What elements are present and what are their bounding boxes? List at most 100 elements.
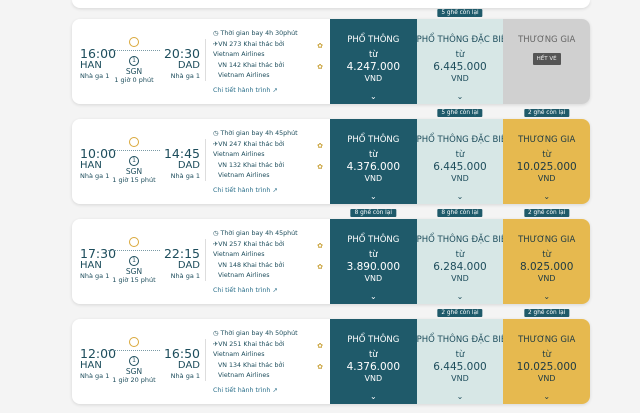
stopwatch-icon — [129, 237, 139, 247]
layover-duration: 1 giờ 20 phút — [112, 376, 156, 384]
segment: VN 132 Khai thác bởi Vietnam Airlines — [218, 162, 285, 179]
fare-price: 4.376.000 — [346, 361, 401, 373]
currency: VND — [537, 174, 556, 183]
from-label: từ — [455, 250, 465, 260]
route-line — [108, 350, 160, 351]
departure-airport: HAN — [80, 160, 102, 171]
fare-class-name: THƯƠNG GIA — [518, 135, 576, 145]
fare-cell-business[interactable]: 2 ghế còn lại THƯƠNG GIA từ 10.025.000 V… — [503, 309, 590, 404]
external-link-icon: ↗ — [272, 187, 278, 194]
fare-cell-economy[interactable]: PHỔ THÔNG từ 4.376.000 VND ⌄ — [329, 119, 417, 204]
external-link-icon: ↗ — [272, 87, 278, 94]
fare-price: 6.445.000 — [433, 161, 487, 173]
chevron-down-icon[interactable]: ⌄ — [456, 192, 464, 201]
fare-cell-economy[interactable]: PHỔ THÔNG từ 4.247.000 VND ⌄ — [329, 19, 417, 104]
departure-airport: HAN — [80, 360, 102, 371]
total-duration: Thời gian bay 4h 30phút — [220, 30, 298, 37]
arrival-airport: DAD — [177, 360, 200, 371]
fare-class-name: PHỔ THÔNG — [347, 135, 400, 145]
plane-icon: ✈ — [213, 241, 219, 248]
flight-card: 10:00 14:45 HAN DAD Nhà ga 1 Nhà ga 1 1 … — [72, 109, 590, 204]
stops-count: 1 — [129, 156, 139, 166]
chevron-down-icon[interactable]: ⌄ — [369, 92, 377, 101]
fare-price: 8.025.000 — [519, 261, 574, 273]
seats-left-badge: 5 ghế còn lại — [437, 109, 483, 117]
chevron-down-icon[interactable]: ⌄ — [543, 192, 551, 201]
arrival-airport: DAD — [177, 60, 200, 71]
fare-cell-economy[interactable]: 8 ghế còn lại PHỔ THÔNG từ 3.890.000 VND… — [329, 209, 417, 304]
stopover-airport: SGN — [125, 167, 143, 176]
stopover-airport: SGN — [125, 67, 143, 76]
stopwatch-icon — [129, 137, 139, 147]
arrival-terminal: Nhà ga 1 — [170, 72, 200, 80]
layover-duration: 1 giờ 15 phút — [112, 276, 156, 284]
from-label: từ — [368, 350, 378, 360]
flight-card: 17:30 22:15 HAN DAD Nhà ga 1 Nhà ga 1 1 … — [72, 209, 590, 304]
fare-cell-premium-economy[interactable]: 2 ghế còn lại PHỔ THÔNG ĐẶC BIỆT từ 6.44… — [416, 309, 511, 404]
flight-summary: 12:00 16:50 HAN DAD Nhà ga 1 Nhà ga 1 1 … — [72, 319, 330, 404]
airline-logo-icon: ✿ — [317, 263, 323, 271]
airline-logo-icon: ✿ — [317, 63, 323, 71]
fare-cell-premium-economy[interactable]: 5 ghế còn lại PHỔ THÔNG ĐẶC BIỆT từ 6.44… — [416, 9, 511, 104]
fare-class-name: PHỔ THÔNG ĐẶC BIỆT — [416, 135, 512, 145]
seats-left-badge: 8 ghế còn lại — [437, 209, 483, 217]
itinerary-details-link[interactable]: Chi tiết hành trình ↗ — [213, 387, 278, 394]
clock-icon: ◷ — [213, 230, 219, 237]
chevron-down-icon[interactable]: ⌄ — [369, 192, 377, 201]
chevron-down-icon[interactable]: ⌄ — [456, 392, 464, 401]
departure-terminal: Nhà ga 1 — [80, 72, 110, 80]
chevron-down-icon[interactable]: ⌄ — [543, 392, 551, 401]
stopover-airport: SGN — [125, 267, 143, 276]
fare-class-name: THƯƠNG GIA — [518, 35, 576, 45]
arrival-airport: DAD — [177, 260, 200, 271]
from-label: từ — [542, 250, 552, 260]
fare-price: 6.445.000 — [433, 61, 487, 73]
itinerary-details-link[interactable]: Chi tiết hành trình ↗ — [213, 87, 278, 94]
fare-cell-premium-economy[interactable]: 8 ghế còn lại PHỔ THÔNG ĐẶC BIỆT từ 6.28… — [416, 209, 512, 304]
flight-card: 16:00 20:30 HAN DAD Nhà ga 1 Nhà ga 1 1 … — [72, 9, 590, 104]
departure-airport: HAN — [80, 260, 102, 271]
seats-left-badge: 2 ghế còn lại — [523, 109, 570, 117]
itinerary-details-link[interactable]: Chi tiết hành trình ↗ — [213, 287, 278, 294]
fare-class-name: PHỔ THÔNG ĐẶC BIỆT — [416, 235, 512, 245]
external-link-icon: ↗ — [272, 387, 278, 394]
fare-class-name: PHỔ THÔNG — [347, 335, 400, 345]
fare-class-name: THƯƠNG GIA — [518, 335, 576, 345]
total-duration: Thời gian bay 4h 45phút — [220, 130, 298, 137]
airline-logo-icon: ✿ — [317, 163, 323, 171]
sold-out-label: HẾT VÉ — [532, 53, 561, 65]
flight-summary: 10:00 14:45 HAN DAD Nhà ga 1 Nhà ga 1 1 … — [72, 119, 330, 204]
chevron-down-icon[interactable]: ⌄ — [369, 392, 377, 401]
route-line — [108, 50, 160, 51]
chevron-down-icon[interactable]: ⌄ — [456, 292, 464, 301]
chevron-down-icon[interactable]: ⌄ — [456, 92, 464, 101]
airline-logo-icon: ✿ — [317, 363, 323, 371]
itinerary-details-link[interactable]: Chi tiết hành trình ↗ — [213, 187, 278, 194]
departure-time: 16:00 — [80, 46, 117, 61]
currency: VND — [364, 274, 383, 283]
route-line — [108, 150, 160, 151]
fare-cell-business[interactable]: 2 ghế còn lại THƯƠNG GIA từ 8.025.000 VN… — [503, 209, 590, 304]
seats-left-badge: 2 ghế còn lại — [523, 309, 570, 317]
arrival-time: 22:15 — [163, 246, 200, 261]
stopover-airport: SGN — [125, 367, 143, 376]
plane-icon: ✈ — [213, 41, 219, 48]
departure-time: 10:00 — [80, 146, 117, 161]
fare-cell-economy[interactable]: PHỔ THÔNG từ 4.376.000 VND ⌄ — [329, 319, 417, 404]
currency: VND — [537, 374, 556, 383]
fare-cell-premium-economy[interactable]: 5 ghế còn lại PHỔ THÔNG ĐẶC BIỆT từ 6.44… — [416, 109, 512, 204]
fare-cell-business[interactable]: 2 ghế còn lại THƯƠNG GIA từ 10.025.000 V… — [503, 109, 590, 204]
arrival-time: 20:30 — [163, 46, 200, 61]
layover-duration: 1 giờ 15 phút — [112, 176, 156, 184]
currency: VND — [537, 274, 556, 283]
chevron-down-icon[interactable]: ⌄ — [369, 292, 377, 301]
flight-card: 12:00 16:50 HAN DAD Nhà ga 1 Nhà ga 1 1 … — [72, 309, 590, 404]
fare-cell-business[interactable]: THƯƠNG GIA HẾT VÉ — [503, 19, 590, 104]
divider — [205, 139, 206, 181]
airline-logo-icon: ✿ — [317, 142, 323, 150]
departure-airport: HAN — [80, 60, 102, 71]
segment: VN 148 Khai thác bởi Vietnam Airlines — [218, 262, 285, 279]
chevron-down-icon[interactable]: ⌄ — [543, 292, 551, 301]
airline-logo-icon: ✿ — [317, 42, 323, 50]
fare-price: 10.025.000 — [516, 161, 577, 173]
